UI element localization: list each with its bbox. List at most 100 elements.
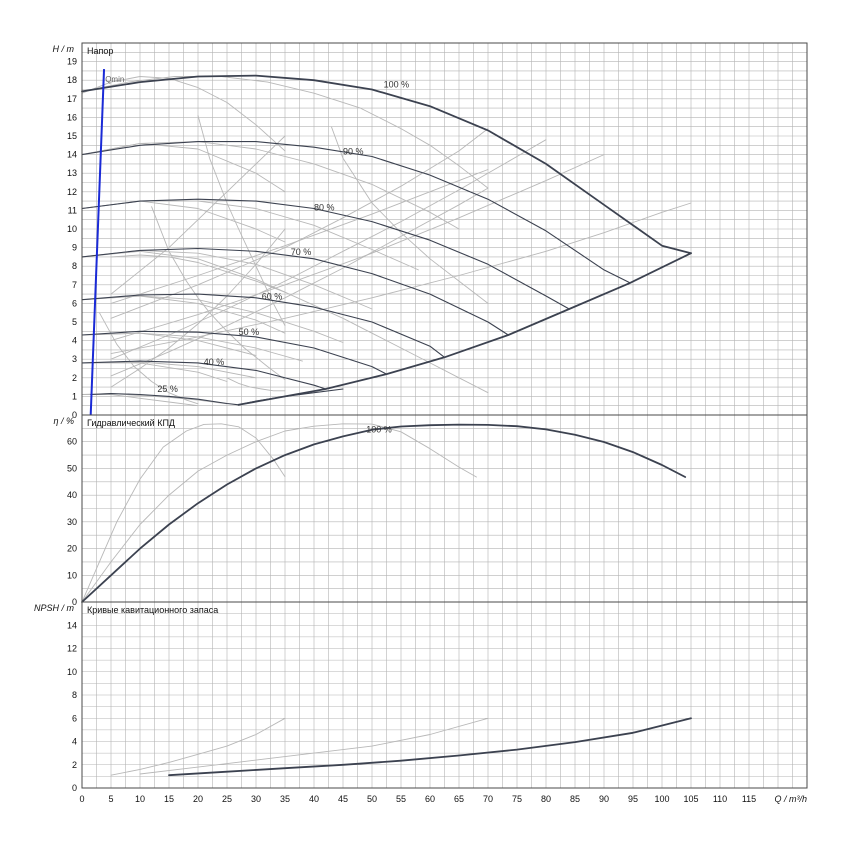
x-tick-label: 85 (570, 794, 580, 804)
speed-curve (81, 141, 631, 284)
x-tick-label: 20 (193, 794, 203, 804)
qmin-line (89, 69, 106, 416)
panel-title: Напор (87, 46, 113, 56)
x-tick-label: 100 (654, 794, 669, 804)
x-tick-label: 0 (79, 794, 84, 804)
secondary-curve (110, 135, 286, 295)
x-tick-label: 50 (367, 794, 377, 804)
x-tick-label: 65 (454, 794, 464, 804)
y-tick-label: 19 (67, 57, 77, 67)
x-tick-label: 90 (599, 794, 609, 804)
speed-curve (81, 330, 388, 375)
y-tick-label: 7 (72, 280, 77, 290)
secondary-curves (81, 76, 692, 776)
secondary-curve (330, 126, 489, 304)
x-tick-label: 75 (512, 794, 522, 804)
panel-frame (81, 601, 808, 789)
x-tick-label: 15 (164, 794, 174, 804)
speed-curve (90, 388, 344, 406)
speed-curve-label: 100 % (384, 80, 410, 90)
y-tick-label: 50 (67, 463, 77, 473)
y-tick-label: 30 (67, 517, 77, 527)
speed-curve (81, 423, 687, 603)
y-tick-label: 8 (72, 261, 77, 271)
secondary-curve (110, 139, 547, 360)
y-tick-label: 14 (67, 150, 77, 160)
speed-curve-label: 50 % (239, 327, 260, 337)
y-tick-label: 16 (67, 112, 77, 122)
speed-curve-label: 100 % (366, 424, 392, 434)
x-tick-label: 25 (222, 794, 232, 804)
x-tick-label: 45 (338, 794, 348, 804)
y-tick-label: 2 (72, 373, 77, 383)
secondary-curve (110, 169, 489, 304)
x-tick-label: 110 (713, 794, 727, 804)
speed-curve (81, 74, 692, 255)
y-tick-label: 14 (67, 620, 77, 630)
secondary-curve (81, 423, 477, 603)
qmin-label: Qmin (105, 75, 124, 84)
secondary-curve (81, 295, 344, 343)
secondary-curve (151, 206, 286, 381)
panel-title: Кривые кавитационного запаса (87, 605, 218, 615)
y-tick-label: 2 (72, 760, 77, 770)
y-tick-label: 4 (72, 336, 77, 346)
y-tick-label: 11 (68, 205, 77, 215)
y-tick-label: 0 (72, 597, 77, 607)
secondary-curve (110, 254, 489, 394)
speed-curve-label: 80 % (314, 202, 335, 212)
y-axis-label: NPSH / m (34, 603, 75, 613)
y-tick-label: 20 (67, 544, 77, 554)
speed-curve (168, 717, 692, 777)
y-tick-label: 3 (72, 354, 77, 364)
y-tick-label: 6 (72, 298, 77, 308)
y-tick-label: 17 (67, 94, 77, 104)
y-tick-label: 4 (72, 737, 77, 747)
y-axis-label: H / m (53, 44, 75, 54)
x-tick-label: 55 (396, 794, 406, 804)
y-tick-label: 6 (72, 713, 77, 723)
secondary-curve (81, 250, 286, 293)
y-tick-label: 10 (67, 667, 77, 677)
x-tick-label: 5 (108, 794, 113, 804)
speed-curve-label: 25 % (157, 384, 178, 394)
secondary-curve (110, 128, 489, 319)
x-tick-label: 60 (425, 794, 435, 804)
y-tick-label: 12 (67, 187, 77, 197)
main-curves (81, 69, 692, 777)
x-tick-label: 105 (683, 794, 698, 804)
x-tick-label: 95 (628, 794, 638, 804)
speed-curve (81, 198, 570, 310)
y-tick-label: 0 (72, 410, 77, 420)
y-tick-label: 18 (67, 75, 77, 85)
secondary-curve (226, 377, 286, 392)
y-tick-label: 12 (67, 644, 77, 654)
secondary-curve (110, 228, 286, 388)
y-tick-label: 13 (67, 168, 77, 178)
y-axis-label: η / % (53, 416, 74, 426)
x-tick-label: 70 (483, 794, 493, 804)
secondary-curve (110, 717, 286, 776)
y-tick-label: 10 (67, 224, 77, 234)
secondary-curve (139, 717, 489, 775)
secondary-curve (81, 141, 460, 230)
y-tick-label: 40 (67, 490, 77, 500)
x-tick-label: 40 (309, 794, 319, 804)
secondary-curve (110, 187, 489, 377)
speed-curve (81, 293, 446, 358)
y-tick-label: 9 (72, 243, 77, 253)
speed-curve-label: 40 % (204, 357, 225, 367)
y-tick-label: 5 (72, 317, 77, 327)
secondary-curve (81, 76, 489, 189)
secondary-curve (81, 76, 286, 152)
secondary-curve (197, 115, 286, 327)
speed-curve (81, 247, 509, 336)
secondary-curve (110, 154, 605, 342)
y-tick-label: 8 (72, 690, 77, 700)
panel-frames (81, 42, 808, 789)
speed-curve-label: 90 % (343, 147, 364, 157)
secondary-curve (98, 312, 199, 405)
speed-curve-label: 60 % (262, 292, 283, 302)
